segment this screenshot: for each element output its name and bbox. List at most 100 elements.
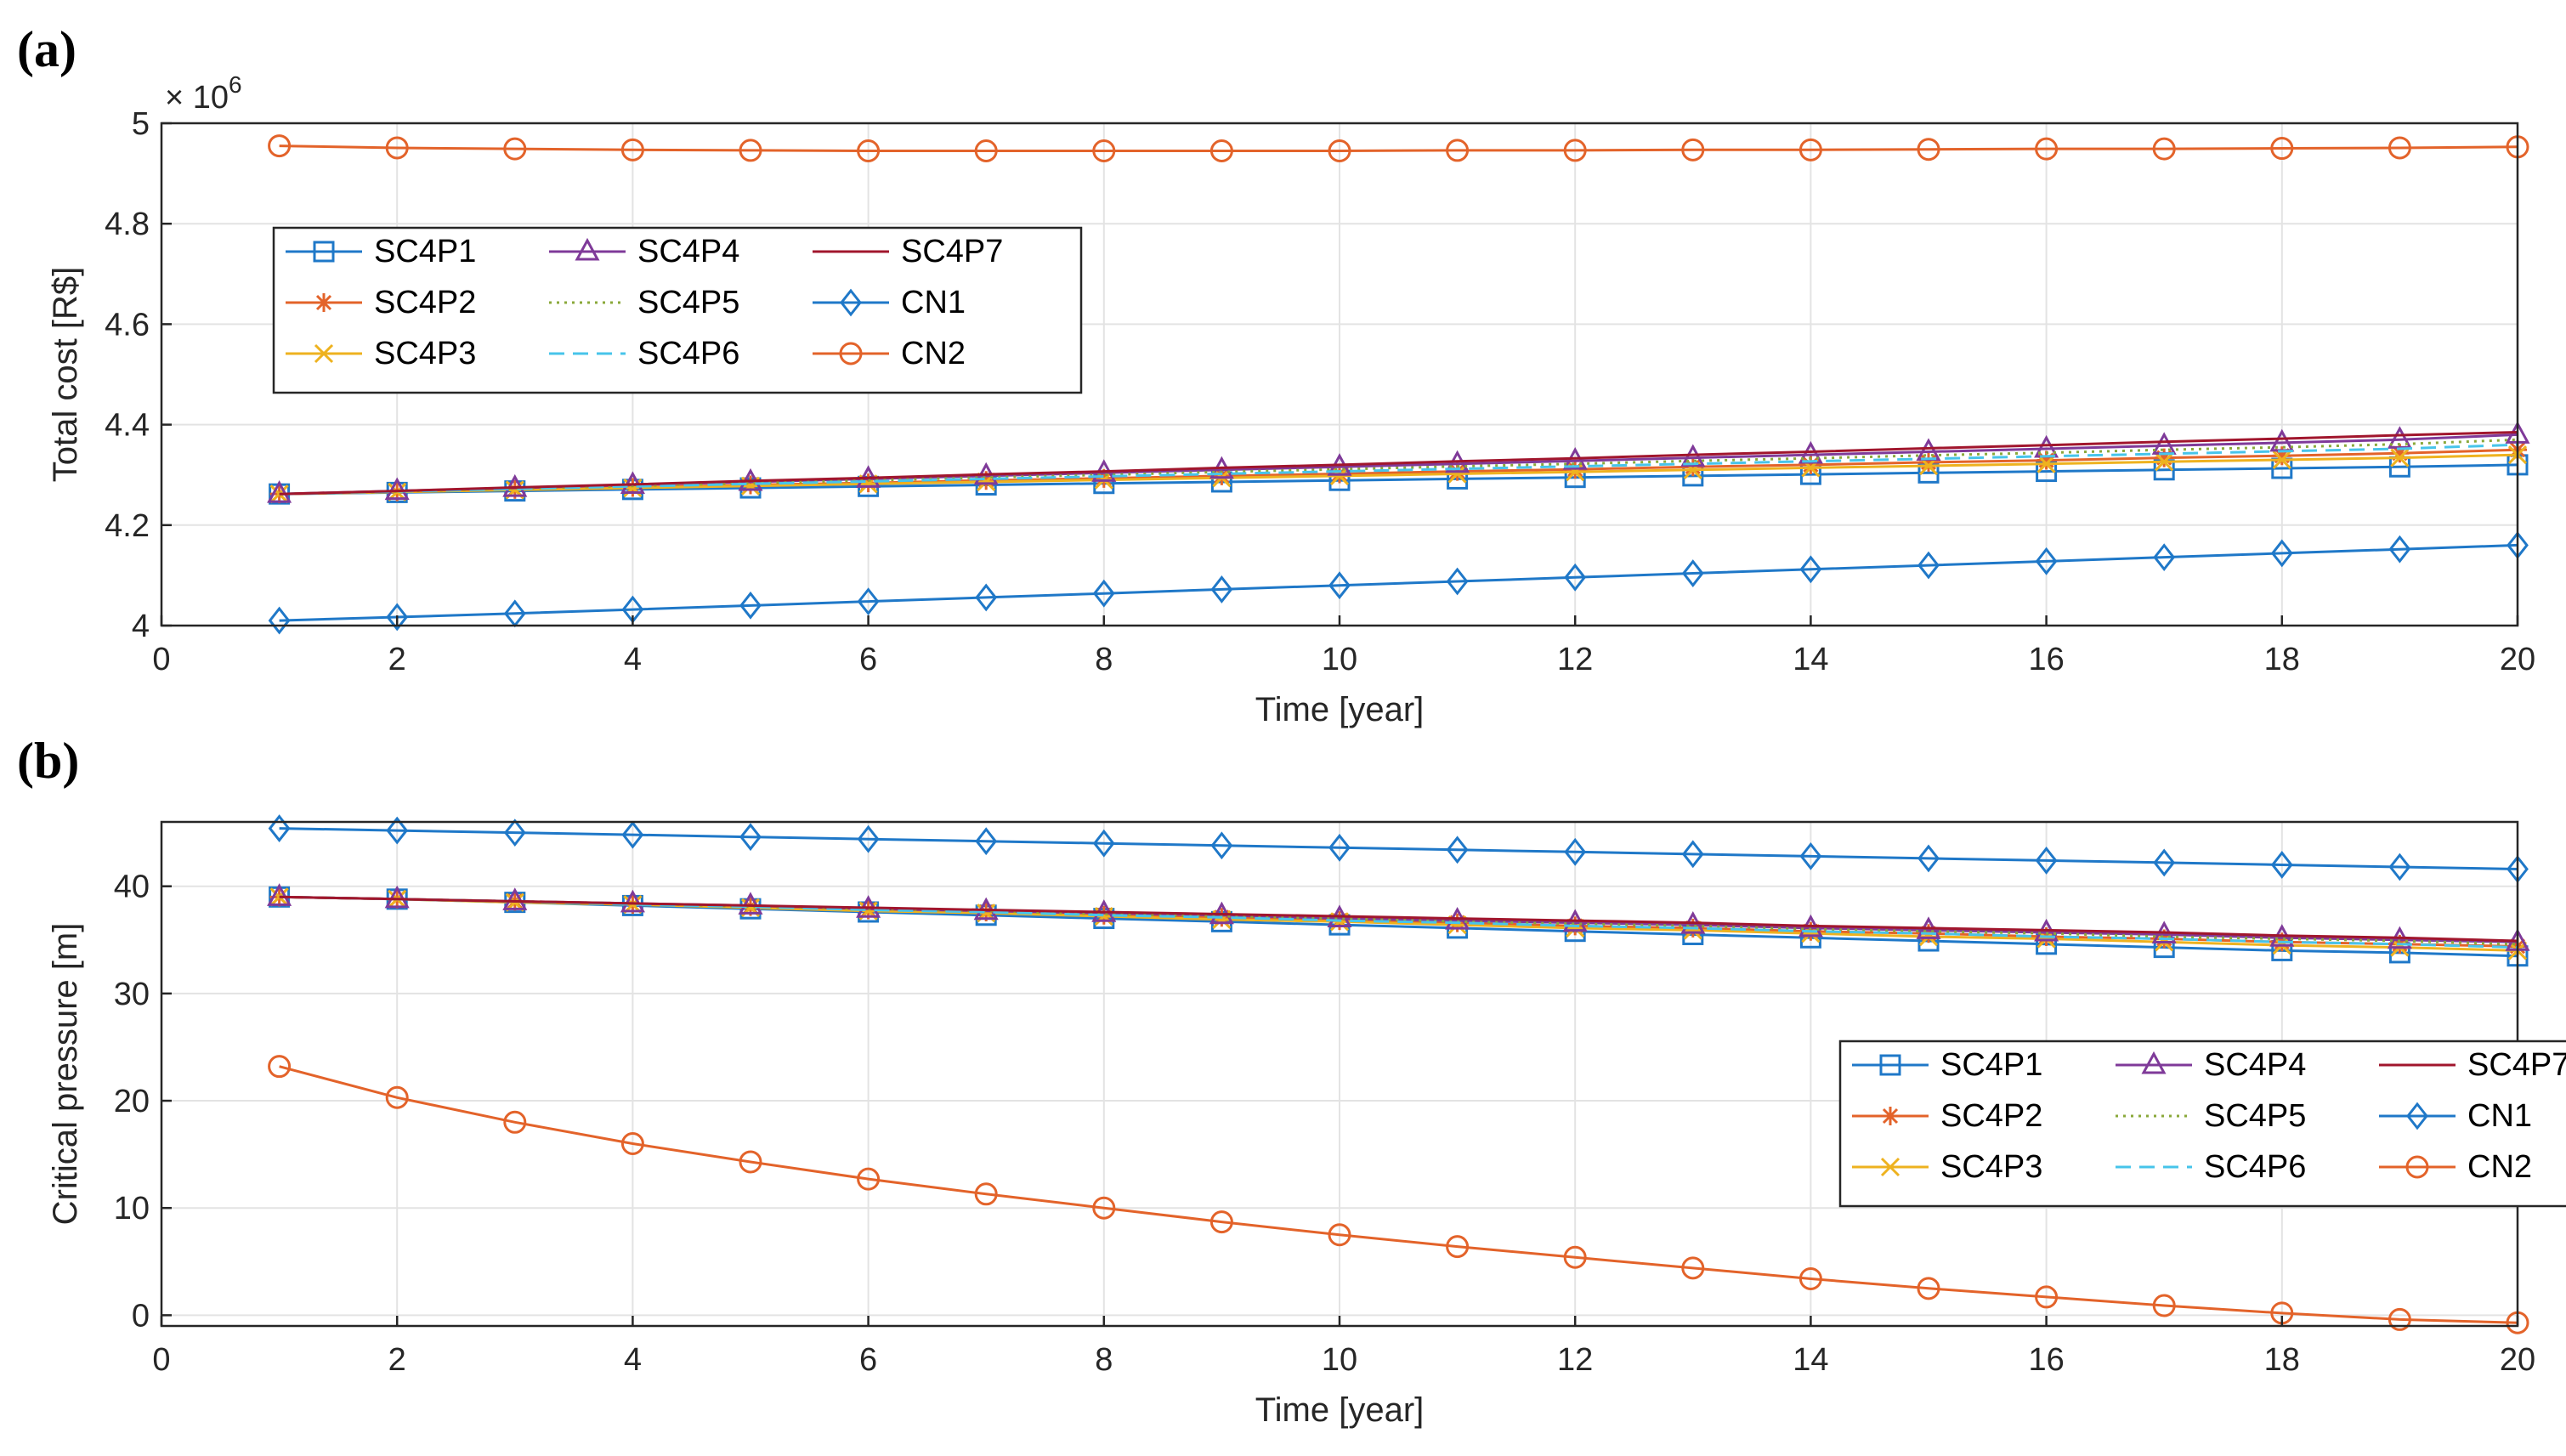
panel-b-xlabel: Time [year] (1255, 1391, 1425, 1429)
b-line-cn2 (279, 1065, 2518, 1324)
a-point-cn1 (2153, 543, 2176, 572)
a-point-sc4p2 (1683, 457, 1702, 477)
b-series-cn2 (268, 1055, 2529, 1334)
a-point-sc4p2 (2272, 446, 2291, 466)
b-point-cn2 (1798, 1266, 1822, 1290)
b-line-sc4p7 (279, 895, 2518, 943)
b-ytick-label: 40 (114, 870, 150, 905)
a-legend-marker-sc4p1 (313, 241, 335, 263)
panel-b-legend: SC4P1 SC4P2 SC4P3 SC4P4 SC4P5 SC4P6 SC4P7 CN1 CN… (1838, 1040, 2566, 1208)
a-series-sc4p3 (269, 445, 2528, 504)
a-point-cn1 (1446, 567, 1469, 596)
a-point-cn1 (975, 583, 998, 612)
panel-a-xlabel: Time [year] (1255, 691, 1425, 728)
a-legend-box (272, 226, 1083, 394)
a-point-cn1 (1564, 563, 1587, 592)
b-point-cn2 (1563, 1245, 1587, 1269)
b-legend-entry-cn2: CN2 (2379, 1149, 2532, 1185)
b-point-cn1 (975, 827, 998, 856)
b-point-cn1 (2035, 846, 2058, 875)
b-point-cn1 (1446, 836, 1469, 864)
b-point-cn2 (2152, 1294, 2176, 1317)
a-series-sc4p2 (269, 440, 2527, 504)
panel-b-ylabel: Critical pressure [m] (47, 923, 84, 1226)
b-point-sc4p4 (267, 883, 292, 906)
b-point-cn1 (2270, 851, 2293, 879)
b-ytick-label: 20 (114, 1084, 150, 1119)
b-point-cn1 (2153, 848, 2176, 877)
a-series-cn1 (268, 531, 2529, 635)
a-point-cn1 (1210, 575, 1233, 603)
b-point-sc4p4 (738, 892, 763, 915)
b-ytick-label: 30 (114, 977, 150, 1012)
b-xtick-label: 6 (859, 1342, 877, 1378)
panel-b-grid (161, 822, 2518, 1326)
a-legend-label-sc4p4: SC4P4 (637, 234, 739, 269)
a-point-cn1 (1917, 551, 1940, 580)
b-legend-entry-cn1: CN1 (2379, 1098, 2532, 1134)
a-point-cn1 (2388, 535, 2411, 564)
b-legend-marker-cn2 (2405, 1155, 2429, 1179)
b-point-cn1 (1564, 837, 1587, 866)
a-point-sc4p4 (384, 477, 410, 501)
b-legend-marker-sc4p1 (1879, 1054, 1901, 1076)
a-point-cn1 (1799, 555, 1822, 584)
b-point-cn2 (385, 1085, 409, 1109)
a-point-sc4p3 (2272, 450, 2291, 470)
a-point-sc4p2 (2155, 448, 2174, 467)
a-ytick-label: 4.6 (105, 307, 150, 343)
b-legend-label-sc4p7: SC4P7 (2467, 1047, 2566, 1083)
a-point-sc4p2 (1919, 452, 1938, 472)
a-point-sc4p3 (2036, 454, 2056, 473)
b-series-sc4p5 (279, 895, 2518, 946)
a-line-cn2 (279, 144, 2518, 152)
b-ytick-label: 10 (114, 1191, 150, 1227)
a-line-sc4p7 (279, 431, 2518, 496)
a-point-cn2 (2035, 137, 2059, 161)
a-point-cn2 (1563, 139, 1587, 162)
b-legend-entry-sc4p4: SC4P4 (2116, 1047, 2306, 1083)
b-point-cn2 (268, 1055, 292, 1079)
a-point-sc4p4 (2387, 426, 2412, 449)
b-point-cn2 (620, 1132, 644, 1156)
a-point-cn2 (1681, 138, 1705, 161)
a-point-sc4p2 (2390, 444, 2410, 463)
panel-a-series (267, 134, 2530, 635)
panel-a-y-multiplier: × 106 (165, 71, 242, 116)
b-series-cn1 (268, 814, 2529, 883)
a-point-cn2 (857, 139, 881, 163)
a-point-cn1 (2270, 539, 2293, 568)
b-point-cn1 (1210, 831, 1233, 860)
a-line-sc4p1 (279, 463, 2518, 496)
a-point-cn1 (1681, 559, 1704, 587)
b-point-sc4p4 (502, 887, 528, 910)
b-legend-label-sc4p3: SC4P3 (1940, 1149, 2042, 1185)
panel-b-ticks: 0 2 4 6 8 10 12 14 16 18 20 0 10 20 30 40 (114, 870, 2535, 1378)
a-point-cn1 (268, 606, 291, 635)
panel-b-series (267, 814, 2530, 1334)
b-legend-box (1838, 1040, 2566, 1208)
a-line-sc4p3 (279, 453, 2518, 496)
b-series-sc4p1 (269, 886, 2529, 967)
a-line-cn1 (279, 543, 2518, 622)
a-legend-entry-cn1: CN1 (813, 285, 966, 320)
panel-b-label: (b) (17, 733, 79, 789)
b-point-sc4p4 (384, 885, 410, 909)
a-point-sc4p4 (267, 480, 292, 503)
b-line-sc4p6 (279, 895, 2518, 949)
b-legend-entry-sc4p1: SC4P1 (1852, 1047, 2042, 1083)
b-point-cn2 (739, 1150, 762, 1174)
a-xtick-label: 4 (624, 642, 642, 677)
a-xtick-label: 20 (2500, 642, 2535, 677)
a-legend-marker-sc4p4 (575, 237, 600, 261)
b-point-cn1 (1799, 841, 1822, 870)
a-line-sc4p6 (279, 443, 2518, 496)
b-xtick-label: 12 (1557, 1342, 1593, 1378)
b-legend-entry-sc4p7: SC4P7 (2379, 1047, 2566, 1083)
b-point-cn2 (2388, 1307, 2411, 1331)
b-point-cn1 (1328, 833, 1351, 862)
b-point-cn1 (1092, 829, 1115, 858)
a-point-cn2 (1798, 138, 1822, 161)
b-point-cn1 (621, 820, 644, 849)
